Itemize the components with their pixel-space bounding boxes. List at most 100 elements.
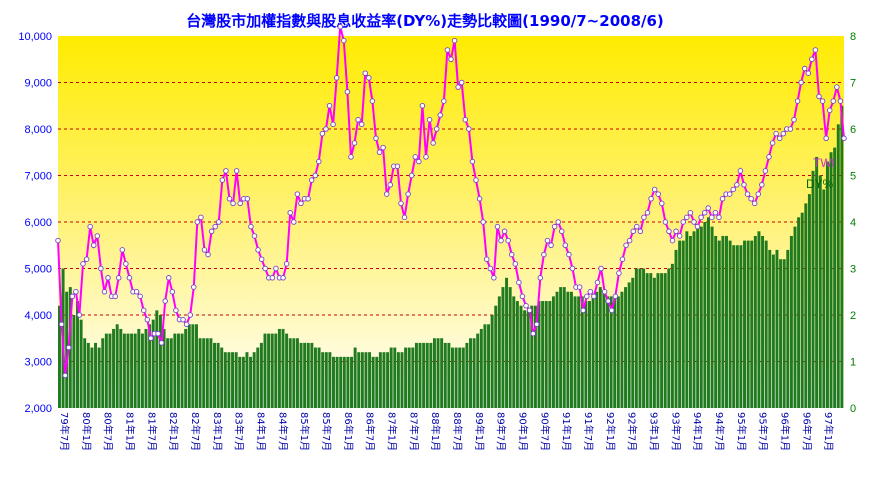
dy-bar [764, 240, 768, 408]
dy-bar [259, 342, 263, 408]
dy-bar [58, 305, 61, 408]
twi-point [262, 265, 268, 272]
dy-bar [793, 226, 797, 408]
dy-bar [126, 333, 130, 408]
x-tick-label: 92年1月 [604, 412, 617, 451]
twi-point [144, 316, 151, 323]
dy-bar [782, 259, 786, 408]
y2-tick-label: 1 [850, 357, 856, 369]
dy-bar [122, 333, 126, 408]
twi-point [437, 112, 444, 118]
twi-point [326, 102, 333, 109]
dy-bar [155, 310, 159, 408]
dy-bar [652, 277, 656, 408]
twi-point [80, 261, 86, 267]
dy-bar [559, 287, 563, 408]
x-tick-label: 83年1月 [211, 412, 224, 451]
twi-point [816, 93, 822, 100]
dy-bar [555, 291, 559, 408]
twi-point [662, 219, 669, 225]
twi-point [769, 140, 776, 146]
dy-bar [234, 352, 238, 408]
twi-point [258, 256, 265, 262]
twi-point [805, 70, 812, 76]
dy-bar [249, 356, 253, 408]
dy-bar [166, 338, 170, 408]
twi-point [201, 247, 208, 253]
dy-bar [389, 347, 393, 408]
twi-point [751, 200, 758, 207]
dy-bar [497, 296, 501, 408]
twi-point [255, 247, 261, 253]
twi-point [94, 233, 101, 239]
dy-bar [551, 296, 555, 408]
y-tick-label: 10,000 [18, 31, 52, 43]
dy-bar [779, 259, 783, 408]
dy-bar [162, 328, 166, 408]
dy-bar [396, 352, 400, 408]
twi-point [466, 126, 472, 132]
twi-point [551, 223, 558, 230]
twi-point [55, 237, 61, 244]
dy-bar [76, 301, 79, 408]
dy-bar [833, 147, 837, 408]
legend-dy: DY% [806, 177, 834, 191]
twi-point [523, 302, 529, 309]
twi-point [408, 172, 415, 179]
twi-point [759, 182, 765, 188]
dy-bar [429, 342, 433, 408]
twi-point [101, 289, 108, 295]
twi-point [512, 261, 519, 267]
dy-bar [187, 324, 191, 408]
twi-point [166, 275, 172, 281]
twi-point [337, 23, 343, 30]
twi-point [158, 340, 165, 346]
twi-point [684, 214, 690, 221]
twi-point [505, 237, 511, 244]
y2-tick-label: 3 [850, 264, 856, 276]
dy-bar [339, 356, 343, 408]
twi-point [344, 89, 351, 95]
twi-point [651, 186, 658, 193]
twi-point [416, 158, 422, 165]
dy-bar [584, 301, 588, 408]
dy-bar [451, 347, 454, 408]
dy-bar [753, 235, 757, 408]
dy-bar [432, 338, 436, 408]
twi-point [330, 121, 336, 128]
dy-bar [681, 240, 685, 408]
dy-bar [775, 249, 779, 408]
twi-point [362, 70, 369, 76]
dy-bar [346, 356, 350, 408]
dy-bar [714, 235, 718, 408]
twi-point [612, 293, 619, 300]
twi-point [698, 214, 704, 221]
dy-bar [797, 217, 801, 408]
dy-bar [523, 310, 527, 408]
twi-point [809, 56, 815, 63]
twi-point [598, 265, 604, 272]
x-tick-label: 83年7月 [233, 412, 246, 451]
x-tick-label: 92年7月 [626, 412, 639, 451]
dy-bar [79, 319, 83, 408]
twi-point [494, 223, 501, 230]
dy-bar [746, 240, 750, 408]
dy-bar [609, 296, 613, 408]
dy-bar [299, 342, 303, 408]
dy-bar [252, 352, 256, 408]
dy-bar [198, 338, 202, 408]
dy-bar [303, 342, 307, 408]
dy-bar [83, 338, 87, 408]
y2-tick-label: 5 [850, 171, 856, 183]
dy-bar [649, 273, 653, 408]
twi-point [609, 307, 615, 314]
dy-bar [638, 268, 642, 408]
twi-point [273, 265, 279, 272]
twi-point [458, 79, 465, 86]
dy-bar [223, 352, 227, 408]
dy-bar [112, 328, 116, 408]
dy-bar [418, 342, 422, 408]
twi-point [469, 158, 476, 165]
dy-bar [656, 273, 660, 408]
